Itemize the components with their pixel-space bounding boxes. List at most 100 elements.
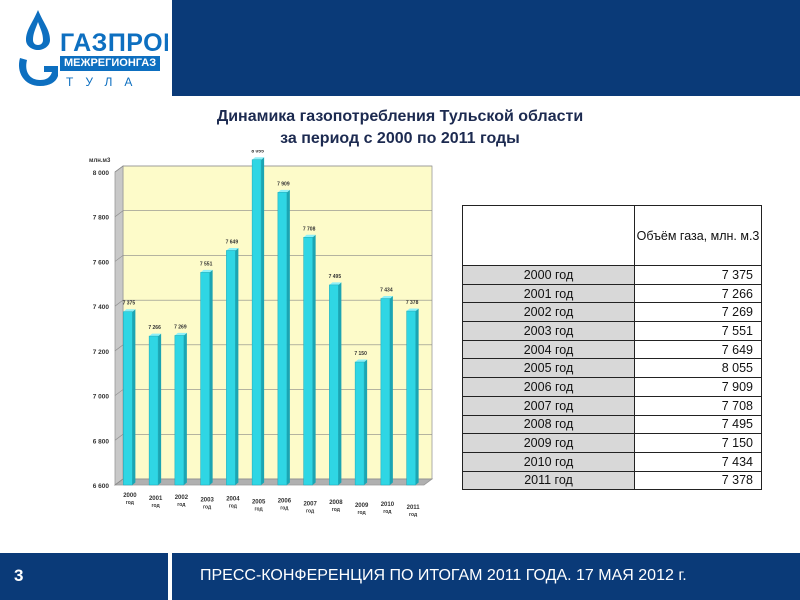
x-tick-label: 2003 — [200, 498, 214, 504]
bar — [200, 272, 210, 486]
bar-group — [200, 269, 213, 486]
table-cell-year: 2006 год — [462, 377, 635, 397]
footer-text: ПРЕСС-КОНФЕРЕНЦИЯ ПО ИТОГАМ 2011 ГОДА. 1… — [200, 567, 687, 584]
title-line-1: Динамика газопотребления Тульской област… — [216, 108, 584, 125]
x-tick-label: 2008 — [329, 500, 343, 506]
page-number: 3 — [14, 566, 24, 585]
table-cell-year: 2005 год — [462, 358, 635, 379]
x-tick-label: 2004 — [226, 497, 240, 503]
bar-top — [303, 234, 316, 238]
bar-value-label: 7 551 — [200, 261, 213, 267]
bar-group — [406, 308, 419, 486]
bar-side — [183, 332, 187, 485]
y-tick-label: 6 800 — [93, 438, 110, 445]
x-tick-label-unit: год — [383, 509, 392, 515]
y-tick-label: 7 600 — [93, 259, 110, 266]
bar-side — [158, 333, 162, 485]
header-bar — [172, 0, 800, 96]
table-cell-value: 7 649 — [634, 339, 762, 360]
x-tick-label-unit: год — [280, 505, 289, 511]
table-cell-year: 2001 год — [462, 283, 635, 304]
bar-value-label: 7 909 — [277, 181, 290, 187]
bar-value-label: 7 266 — [148, 325, 161, 331]
bar-top — [200, 269, 213, 273]
bar-side — [338, 282, 342, 485]
bar-group — [148, 333, 162, 486]
table-row: 2002 год 7 269 — [462, 302, 762, 323]
table-cell-year: 2007 год — [462, 395, 635, 416]
bar-side — [415, 308, 419, 485]
table-cell-value: 7 150 — [634, 433, 762, 453]
grid-line-side — [114, 210, 124, 217]
table-cell-value: 7 378 — [634, 470, 762, 491]
logo-subtitle: МЕЖРЕГИОНГАЗ — [60, 56, 160, 71]
x-tick-label-unit: год — [126, 500, 135, 506]
x-tick-label-unit: год — [409, 512, 418, 518]
bar-side — [286, 189, 290, 485]
bar-group — [251, 157, 265, 486]
x-tick-label: 2001 — [149, 496, 163, 502]
grid-line-side — [114, 478, 124, 486]
bar — [123, 311, 133, 486]
bar-value-label: 7 378 — [406, 300, 419, 306]
bar-group — [123, 309, 136, 486]
bar-group — [329, 282, 342, 486]
header-logo-area: ГАЗПРОМ МЕЖРЕГИОНГАЗ ТУЛА — [0, 0, 184, 96]
bar-group — [380, 296, 393, 486]
table-row: 2008 год 7 495 — [462, 414, 762, 435]
footer-separator — [168, 553, 172, 600]
y-tick-label: 7 200 — [93, 349, 110, 356]
bar — [174, 335, 185, 486]
x-tick-label: 2006 — [278, 498, 292, 504]
logo-name: ГАЗПРОМ — [60, 29, 185, 57]
table-cell-value: 7 266 — [634, 283, 762, 304]
bar — [354, 361, 365, 486]
table-header-empty — [462, 205, 635, 266]
bar-side — [389, 296, 393, 485]
y-tick-label: 6 600 — [93, 483, 110, 490]
x-tick-label-unit: год — [203, 505, 212, 511]
bar-top — [277, 189, 290, 193]
bar-group — [226, 247, 239, 486]
bar-top — [123, 309, 136, 312]
bar — [329, 284, 339, 486]
table-cell-year: 2000 год — [462, 265, 635, 285]
bar-value-label: 7 375 — [123, 301, 136, 307]
bar-top — [149, 333, 162, 337]
table-cell-year: 2003 год — [462, 321, 635, 341]
bar-top — [355, 359, 368, 363]
table-row: 2005 год 8 055 — [462, 358, 762, 379]
bar-value-label: 7 649 — [226, 239, 239, 245]
grid-line-side — [114, 255, 124, 262]
table-row: 2011 год 7 378 — [462, 470, 762, 491]
table-row: 2010 год 7 434 — [462, 451, 762, 472]
table-header-volume: Объём газа, млн. м.3 — [634, 205, 762, 266]
consumption-table: Объём газа, млн. м.3 2000 год 7 375 2001 г… — [462, 205, 762, 491]
bar-value-label: 7 434 — [380, 288, 393, 294]
grid-line-side — [114, 389, 124, 396]
logo-city: ТУЛА — [66, 75, 145, 89]
bar-value-label: 7 708 — [303, 226, 316, 232]
table-cell-value: 7 708 — [634, 395, 762, 416]
x-tick-label-unit: год — [229, 504, 238, 510]
grid-line-side — [114, 344, 124, 352]
bar-top — [226, 247, 239, 251]
bar-top — [174, 332, 187, 336]
bar-value-label: 7 269 — [174, 324, 187, 330]
table-cell-value: 7 551 — [634, 321, 762, 341]
table-row: 2003 год 7 551 — [462, 321, 762, 341]
bar — [148, 335, 159, 486]
bar-value-label: 8 055 — [251, 150, 264, 155]
y-axis-label: млн.м3 — [89, 158, 111, 164]
x-tick-label-unit: год — [332, 507, 341, 513]
bar-side — [364, 359, 368, 485]
bar-top — [329, 282, 342, 285]
x-tick-label-unit: год — [306, 508, 315, 514]
table-cell-year: 2004 год — [462, 339, 635, 360]
table-header-row: Объём газа, млн. м.3 — [462, 205, 762, 266]
x-tick-label-unit: год — [358, 510, 367, 516]
x-tick-label: 2009 — [355, 503, 369, 509]
bar — [226, 250, 236, 486]
slide-title: Динамика газопотребления Тульской област… — [140, 106, 660, 150]
x-tick-label: 2002 — [175, 495, 189, 501]
